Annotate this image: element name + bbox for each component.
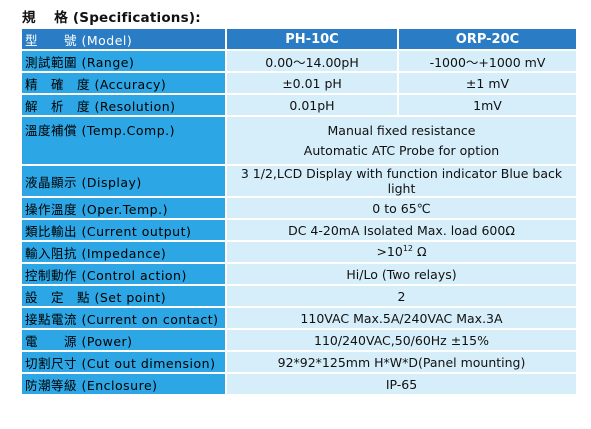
table-row: 電 源 (Power) 110/240VAC,50/60Hz ±15% [20, 328, 578, 352]
table-row: 輸入阻抗 (Impedance) >1012 Ω [20, 240, 578, 264]
oper-temp-label: 操作溫度 (Oper.Temp.) [20, 196, 227, 220]
cut-out-dimension-label: 切割尺寸 (Cut out dimension) [20, 350, 227, 374]
table-row: 溫度補償 (Temp.Comp.) Manual fixed resistanc… [20, 115, 578, 166]
table-row: 切割尺寸 (Cut out dimension) 92*92*125mm H*W… [20, 350, 578, 374]
resolution-label: 解 析 度 (Resolution) [20, 93, 227, 117]
table-row: 控制動作 (Control action) Hi/Lo (Two relays) [20, 262, 578, 286]
specifications-table: 型 號 (Model) PH-10C ORP-20C 測試範圍 (Range) … [20, 27, 578, 396]
table-row: 類比輸出 (Current output) DC 4-20mA Isolated… [20, 218, 578, 242]
control-action-value: Hi/Lo (Two relays) [225, 262, 578, 286]
model-ph10c-header: PH-10C [225, 27, 399, 51]
temp-comp-value: Manual fixed resistance Automatic ATC Pr… [225, 115, 578, 166]
accuracy-label: 精 確 度 (Accuracy) [20, 71, 227, 95]
table-row: 解 析 度 (Resolution) 0.01pH 1mV [20, 93, 578, 117]
table-row: 精 確 度 (Accuracy) ±0.01 pH ±1 mV [20, 71, 578, 95]
current-output-value: DC 4-20mA Isolated Max. load 600Ω [225, 218, 578, 242]
impedance-value-unit: Ω [413, 244, 427, 260]
set-point-label: 設 定 點 (Set point) [20, 284, 227, 308]
current-on-contact-label: 接點電流 (Current on contact) [20, 306, 227, 330]
model-orp20c-header: ORP-20C [397, 27, 578, 51]
table-row: 測試範圍 (Range) 0.00～14.00pH -1000～+1000 mV [20, 49, 578, 73]
oper-temp-value: 0 to 65℃ [225, 196, 578, 220]
table-row: 防潮等級 (Enclosure) IP-65 [20, 372, 578, 396]
temp-comp-line-1: Manual fixed resistance [327, 122, 476, 138]
power-value: 110/240VAC,50/60Hz ±15% [225, 328, 578, 352]
accuracy-orp-value: ±1 mV [397, 71, 578, 95]
table-row: 設 定 點 (Set point) 2 [20, 284, 578, 308]
section-title: 規 格 (Specifications): [22, 10, 201, 26]
model-header-label: 型 號 (Model) [20, 27, 227, 51]
temp-comp-label: 溫度補償 (Temp.Comp.) [20, 115, 227, 166]
resolution-orp-value: 1mV [397, 93, 578, 117]
current-on-contact-value: 110VAC Max.5A/240VAC Max.3A [225, 306, 578, 330]
display-label: 液晶顯示 (Display) [20, 164, 227, 198]
impedance-value: >1012 Ω [225, 240, 578, 264]
display-value: 3 1/2,LCD Display with function indicato… [225, 164, 578, 198]
range-label: 測試範圍 (Range) [20, 49, 227, 73]
cut-out-dimension-value: 92*92*125mm H*W*D(Panel mounting) [225, 350, 578, 374]
resolution-ph-value: 0.01pH [225, 93, 399, 117]
table-row: 接點電流 (Current on contact) 110VAC Max.5A/… [20, 306, 578, 330]
table-header-row: 型 號 (Model) PH-10C ORP-20C [20, 27, 578, 51]
temp-comp-line-2: Automatic ATC Probe for option [303, 142, 500, 158]
set-point-value: 2 [225, 284, 578, 308]
impedance-value-exponent: 12 [402, 244, 414, 254]
table-row: 操作溫度 (Oper.Temp.) 0 to 65℃ [20, 196, 578, 220]
power-label: 電 源 (Power) [20, 328, 227, 352]
current-output-label: 類比輸出 (Current output) [20, 218, 227, 242]
impedance-label: 輸入阻抗 (Impedance) [20, 240, 227, 264]
range-ph-value: 0.00～14.00pH [225, 49, 399, 73]
table-row: 液晶顯示 (Display) 3 1/2,LCD Display with fu… [20, 164, 578, 198]
range-orp-value: -1000～+1000 mV [397, 49, 578, 73]
impedance-value-base: >10 [376, 244, 403, 260]
enclosure-value: IP-65 [225, 372, 578, 396]
control-action-label: 控制動作 (Control action) [20, 262, 227, 286]
accuracy-ph-value: ±0.01 pH [225, 71, 399, 95]
enclosure-label: 防潮等級 (Enclosure) [20, 372, 227, 396]
